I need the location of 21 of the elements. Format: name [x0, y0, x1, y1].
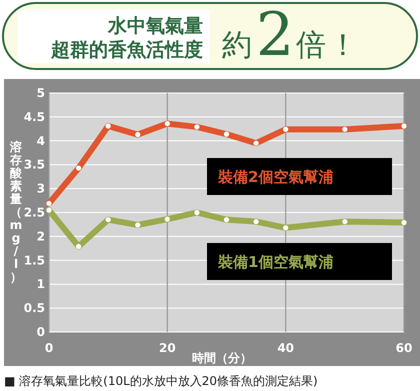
- text: 溶存酸素量（mg/l）: [10, 140, 22, 284]
- y-tick-label: 0.5: [24, 301, 45, 316]
- x-tick-label: 60: [396, 341, 412, 355]
- y-tick-label: 1.5: [24, 253, 45, 268]
- y-tick-label: 3.5: [24, 158, 45, 172]
- y-tick-label: 4.5: [24, 110, 45, 124]
- x-tick-label: 40: [277, 341, 294, 355]
- chart-subtitle: 超群的香魚活性度: [50, 39, 203, 61]
- text: ■ 溶存氧氣量比較(10L的水放中放入20條香魚的測定結果): [4, 374, 318, 388]
- y-tick-label: 3: [36, 182, 45, 196]
- y-tick-label: 4: [36, 134, 45, 148]
- y-tick-label: 1: [36, 277, 45, 292]
- legend-item: 裝備1個空氣幫浦: [207, 243, 392, 280]
- y-tick-label: 0: [36, 325, 45, 339]
- y-tick-label: 2: [36, 229, 45, 244]
- y-tick-label: 5: [36, 86, 45, 100]
- x-tick-label: 20: [158, 341, 176, 355]
- chart-title: 水中氧氣量: [107, 15, 203, 37]
- y-tick-label: 2.5: [24, 206, 45, 220]
- x-axis-title: 時間（分）: [192, 351, 252, 365]
- legend-item: 裝備2個空氣幫浦: [207, 158, 392, 195]
